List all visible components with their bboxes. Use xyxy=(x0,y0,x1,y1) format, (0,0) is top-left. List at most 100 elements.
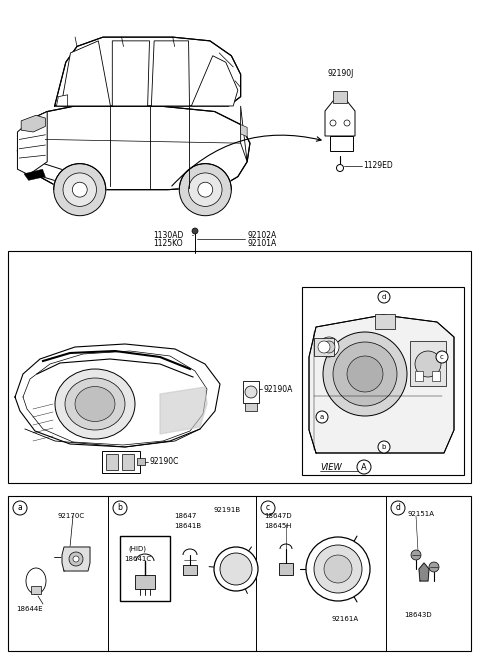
Polygon shape xyxy=(54,164,106,190)
Text: c: c xyxy=(266,503,270,513)
Ellipse shape xyxy=(75,386,115,421)
Polygon shape xyxy=(240,106,247,162)
Polygon shape xyxy=(21,115,45,132)
Text: 92190C: 92190C xyxy=(149,458,179,466)
Circle shape xyxy=(347,356,383,392)
Circle shape xyxy=(261,501,275,515)
Circle shape xyxy=(179,164,231,215)
Circle shape xyxy=(415,351,441,377)
Circle shape xyxy=(13,501,27,515)
Circle shape xyxy=(378,441,390,453)
Circle shape xyxy=(323,341,335,353)
Text: 1125KO: 1125KO xyxy=(153,238,182,248)
Text: 18645H: 18645H xyxy=(264,523,291,529)
Text: 92161A: 92161A xyxy=(331,616,358,622)
Bar xyxy=(8,496,471,651)
Bar xyxy=(279,563,293,575)
Circle shape xyxy=(344,120,350,126)
Polygon shape xyxy=(15,344,220,447)
Polygon shape xyxy=(192,56,238,106)
Text: 92101A: 92101A xyxy=(247,238,276,248)
Text: 92102A: 92102A xyxy=(247,231,276,240)
Bar xyxy=(245,403,257,411)
Circle shape xyxy=(314,545,362,593)
Text: 92170C: 92170C xyxy=(58,513,85,519)
Circle shape xyxy=(330,120,336,126)
Bar xyxy=(120,536,170,601)
Text: 1130AD: 1130AD xyxy=(153,231,183,240)
Text: VIEW: VIEW xyxy=(320,462,342,472)
Circle shape xyxy=(214,547,258,591)
Circle shape xyxy=(220,553,252,585)
Bar xyxy=(410,341,446,386)
Circle shape xyxy=(357,460,371,474)
Text: A: A xyxy=(361,462,367,472)
Circle shape xyxy=(323,332,407,416)
Polygon shape xyxy=(160,387,207,434)
Text: 18641B: 18641B xyxy=(174,523,201,529)
Bar xyxy=(122,454,134,470)
Circle shape xyxy=(378,291,390,303)
Circle shape xyxy=(336,164,344,172)
Ellipse shape xyxy=(26,568,46,594)
Text: b: b xyxy=(118,503,122,513)
Bar xyxy=(8,251,471,483)
Circle shape xyxy=(245,386,257,398)
Circle shape xyxy=(73,556,79,562)
Circle shape xyxy=(391,501,405,515)
Polygon shape xyxy=(333,91,347,103)
Polygon shape xyxy=(240,125,247,137)
Circle shape xyxy=(411,550,421,560)
Polygon shape xyxy=(17,106,250,190)
Circle shape xyxy=(69,552,83,566)
Text: (HID): (HID) xyxy=(128,546,146,552)
Circle shape xyxy=(316,411,328,423)
Text: 92191B: 92191B xyxy=(214,507,241,513)
Bar xyxy=(243,381,259,403)
Polygon shape xyxy=(179,164,231,190)
Bar xyxy=(183,565,197,575)
Bar xyxy=(432,371,440,381)
Text: 18643D: 18643D xyxy=(404,612,432,618)
Text: 18644E: 18644E xyxy=(16,606,43,612)
Text: c: c xyxy=(440,354,444,360)
Bar xyxy=(137,458,145,465)
FancyArrowPatch shape xyxy=(172,135,321,186)
Bar xyxy=(375,314,395,329)
Text: 18641C: 18641C xyxy=(124,556,151,562)
Polygon shape xyxy=(419,563,429,581)
Circle shape xyxy=(113,501,127,515)
Polygon shape xyxy=(151,41,190,106)
Circle shape xyxy=(436,351,448,363)
Circle shape xyxy=(318,341,330,353)
Circle shape xyxy=(54,164,106,215)
Polygon shape xyxy=(57,95,68,106)
Bar xyxy=(302,287,464,475)
Polygon shape xyxy=(24,169,45,180)
Text: 92190J: 92190J xyxy=(327,68,353,77)
Bar xyxy=(102,451,140,473)
Polygon shape xyxy=(325,101,355,136)
Text: d: d xyxy=(396,503,400,513)
Circle shape xyxy=(63,173,96,207)
Bar xyxy=(415,371,423,381)
Text: 18647: 18647 xyxy=(174,513,196,519)
Polygon shape xyxy=(55,37,240,106)
Ellipse shape xyxy=(55,369,135,439)
Ellipse shape xyxy=(65,378,125,430)
Polygon shape xyxy=(17,111,47,174)
Polygon shape xyxy=(309,315,454,453)
Bar xyxy=(314,338,334,356)
Circle shape xyxy=(192,228,198,234)
Polygon shape xyxy=(61,41,110,106)
Polygon shape xyxy=(330,136,353,151)
Text: a: a xyxy=(320,414,324,420)
Circle shape xyxy=(198,183,213,197)
Circle shape xyxy=(189,173,222,207)
Circle shape xyxy=(306,537,370,601)
Polygon shape xyxy=(19,150,84,190)
Circle shape xyxy=(72,183,87,197)
Text: 18647D: 18647D xyxy=(264,513,292,519)
Bar xyxy=(135,575,155,589)
Text: a: a xyxy=(18,503,23,513)
